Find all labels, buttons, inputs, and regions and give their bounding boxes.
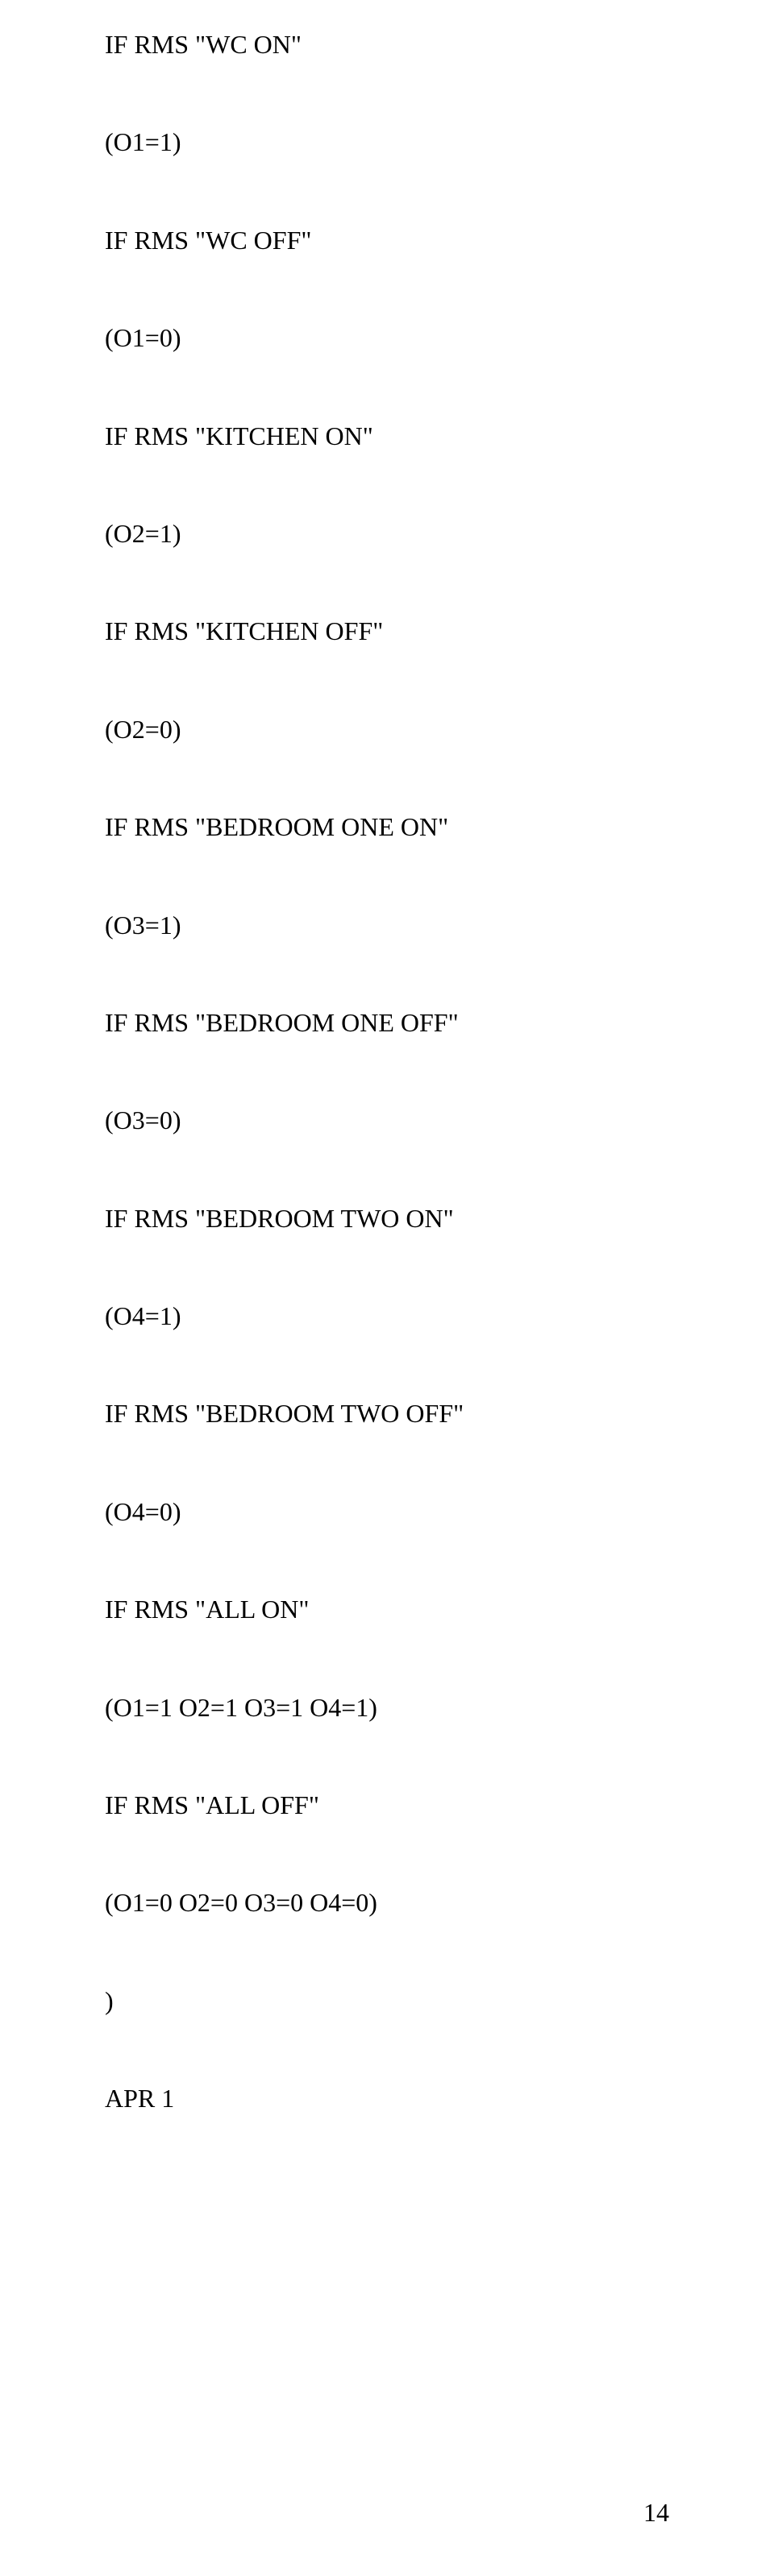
code-line: (O3=1) (105, 910, 669, 940)
code-line: IF RMS "KITCHEN OFF" (105, 616, 669, 646)
code-line: IF RMS "BEDROOM ONE ON" (105, 811, 669, 842)
code-line: APR 1 (105, 2083, 669, 2113)
code-line: ) (105, 1985, 669, 2016)
code-line: IF RMS "BEDROOM ONE OFF" (105, 1007, 669, 1038)
code-line: IF RMS "ALL ON" (105, 1594, 669, 1624)
code-line: IF RMS "WC ON" (105, 29, 669, 60)
code-line: (O2=1) (105, 518, 669, 549)
code-line: IF RMS "BEDROOM TWO OFF" (105, 1398, 669, 1429)
code-line: (O2=0) (105, 714, 669, 745)
code-line: IF RMS "WC OFF" (105, 225, 669, 255)
code-line: (O1=1) (105, 127, 669, 157)
code-line: (O3=0) (105, 1105, 669, 1135)
code-line: IF RMS "BEDROOM TWO ON" (105, 1203, 669, 1234)
code-line: (O1=1 O2=1 O3=1 O4=1) (105, 1692, 669, 1723)
code-line: IF RMS "ALL OFF" (105, 1790, 669, 1820)
page-number: 14 (643, 2498, 669, 2528)
code-line: (O4=0) (105, 1496, 669, 1527)
code-line: (O1=0 O2=0 O3=0 O4=0) (105, 1887, 669, 1918)
code-line: (O1=0) (105, 322, 669, 353)
code-line: (O4=1) (105, 1300, 669, 1331)
document-page: IF RMS "WC ON" (O1=1) IF RMS "WC OFF" (O… (0, 0, 774, 2576)
code-line: IF RMS "KITCHEN ON" (105, 421, 669, 451)
